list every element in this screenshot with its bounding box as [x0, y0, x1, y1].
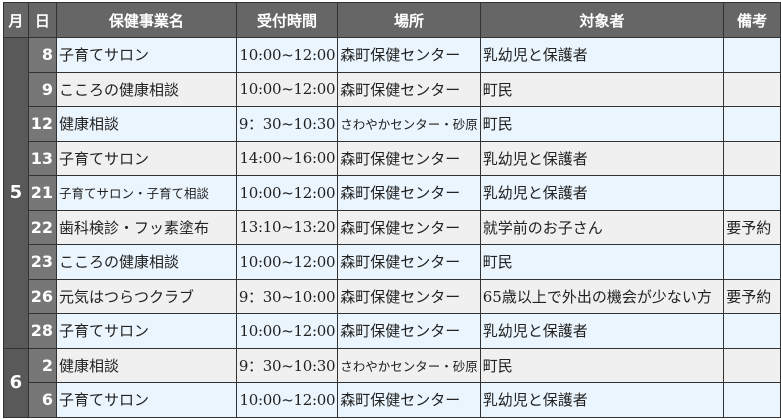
table-row: 6 子育てサロン 10:00~12:00 森町保健センター 乳幼児と保護者 [4, 382, 781, 418]
target-cell: 町民 [479, 244, 725, 280]
note-cell: 要予約 [723, 278, 781, 314]
place-cell: 森町保健センター [337, 313, 481, 349]
target-cell: 乳幼児と保護者 [479, 313, 725, 349]
name-cell: こころの健康相談 [56, 71, 237, 107]
note-cell: 要予約 [723, 209, 781, 245]
place-cell: 森町保健センター [337, 382, 481, 418]
target-cell: 乳幼児と保護者 [479, 175, 725, 211]
day-cell: 6 [27, 382, 58, 418]
note-cell [723, 106, 781, 142]
name-cell: 子育てサロン [56, 382, 237, 418]
name-cell: 元気はつらつクラブ [56, 278, 237, 314]
place-cell: さわやかセンター・砂原 [337, 106, 481, 142]
target-cell: 乳幼児と保護者 [479, 140, 725, 176]
target-cell: 町民 [479, 347, 725, 383]
time-cell: 9：30~10:00 [235, 278, 339, 314]
name-cell: 子育てサロン [56, 37, 237, 73]
note-cell [723, 175, 781, 211]
time-cell: 10:00~12:00 [235, 244, 339, 280]
target-cell: 乳幼児と保護者 [479, 382, 725, 418]
name-cell: 子育てサロン [56, 140, 237, 176]
time-cell: 9：30~10:30 [235, 106, 339, 142]
place-cell: 森町保健センター [337, 209, 481, 245]
table-row: 28 子育てサロン 10:00~12:00 森町保健センター 乳幼児と保護者 [4, 313, 781, 349]
table-row: 26 元気はつらつクラブ 9：30~10:00 森町保健センター 65歳以上で外出の機会… [4, 278, 781, 314]
note-cell [723, 37, 781, 73]
table-row: 21 子育てサロン・子育て相談 10:00~12:00 森町保健センター 乳幼児と保護者 [4, 175, 781, 211]
place-cell: さわやかセンター・砂原 [337, 347, 481, 383]
day-cell: 2 [27, 347, 58, 383]
header-note: 備考 [723, 2, 781, 38]
table-row: 12 健康相談 9：30~10:30 さわやかセンター・砂原 町民 [4, 106, 781, 142]
name-cell: 子育てサロン・子育て相談 [56, 175, 237, 211]
time-cell: 14:00~16:00 [235, 140, 339, 176]
day-cell: 12 [27, 106, 58, 142]
header-time: 受付時間 [235, 2, 339, 38]
place-cell: 森町保健センター [337, 244, 481, 280]
target-cell: 乳幼児と保護者 [479, 37, 725, 73]
header-name: 保健事業名 [56, 2, 237, 38]
time-cell: 9：30~10:30 [235, 347, 339, 383]
table-row: 13 子育てサロン 14:00~16:00 森町保健センター 乳幼児と保護者 [4, 140, 781, 176]
place-cell: 森町保健センター [337, 278, 481, 314]
month-cell: 6 [3, 347, 29, 418]
header-month: 月 [3, 2, 29, 38]
name-cell: 子育てサロン [56, 313, 237, 349]
target-cell: 65歳以上で外出の機会が少ない方 [479, 278, 725, 314]
time-cell: 10:00~12:00 [235, 37, 339, 73]
month-cell: 5 [3, 37, 29, 349]
place-cell: 森町保健センター [337, 37, 481, 73]
name-cell: 歯科検診・フッ素塗布 [56, 209, 237, 245]
day-cell: 21 [27, 175, 58, 211]
table-row: 23 こころの健康相談 10:00~12:00 森町保健センター 町民 [4, 244, 781, 280]
place-cell: 森町保健センター [337, 71, 481, 107]
note-cell [723, 313, 781, 349]
time-cell: 10:00~12:00 [235, 382, 339, 418]
note-cell [723, 382, 781, 418]
table-row: 5 8 子育てサロン 10:00~12:00 森町保健センター 乳幼児と保護者 [3, 37, 781, 349]
place-cell: 森町保健センター [337, 140, 481, 176]
time-cell: 13:10~13:20 [235, 209, 339, 245]
note-cell [723, 244, 781, 280]
day-cell: 28 [27, 313, 58, 349]
time-cell: 10:00~12:00 [235, 175, 339, 211]
name-cell: 健康相談 [56, 347, 237, 383]
note-cell [723, 140, 781, 176]
place-cell: 森町保健センター [337, 175, 481, 211]
time-cell: 10:00~12:00 [235, 71, 339, 107]
header-row: 月 日 保健事業名 受付時間 場所 対象者 備考 [3, 2, 781, 38]
table-row: 6 2 健康相談 9：30~10:30 さわやかセンター・砂原 町民 [3, 347, 781, 418]
time-cell: 10:00~12:00 [235, 313, 339, 349]
name-cell: 健康相談 [56, 106, 237, 142]
target-cell: 町民 [479, 106, 725, 142]
note-cell [723, 71, 781, 107]
table-row: 9 こころの健康相談 10:00~12:00 森町保健センター 町民 [4, 71, 781, 107]
day-cell: 26 [27, 278, 58, 314]
header-place: 場所 [337, 2, 481, 38]
note-cell [723, 347, 781, 383]
day-cell: 22 [27, 209, 58, 245]
day-cell: 13 [27, 140, 58, 176]
day-cell: 9 [27, 71, 58, 107]
health-schedule-table: 月 日 保健事業名 受付時間 場所 対象者 備考 5 8 子育てサロン 10:00~1… [3, 2, 781, 418]
day-cell: 8 [27, 37, 58, 73]
header-target: 対象者 [479, 2, 725, 38]
day-cell: 23 [27, 244, 58, 280]
header-day: 日 [27, 2, 58, 38]
name-cell: こころの健康相談 [56, 244, 237, 280]
target-cell: 町民 [479, 71, 725, 107]
target-cell: 就学前のお子さん [479, 209, 725, 245]
table-row: 22 歯科検診・フッ素塗布 13:10~13:20 森町保健センター 就学前のお子さん要… [4, 209, 781, 245]
